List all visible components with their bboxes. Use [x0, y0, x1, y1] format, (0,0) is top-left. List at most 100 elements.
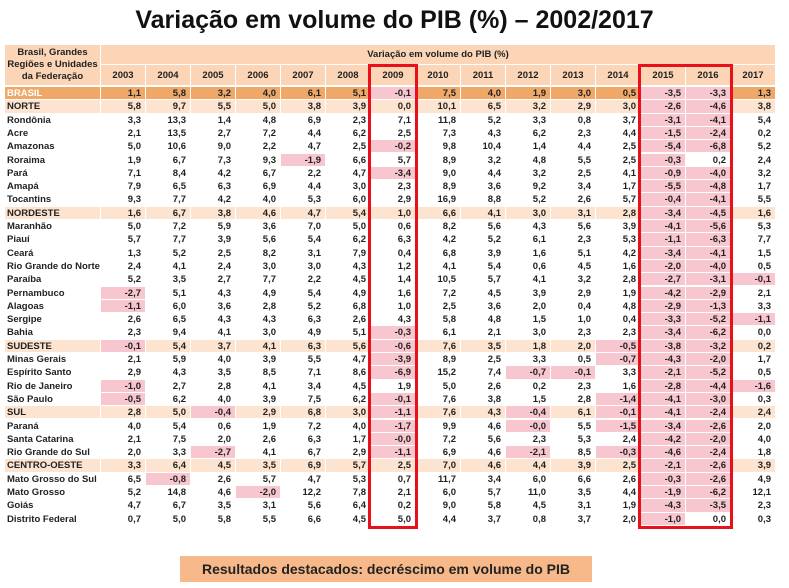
cell: 3,6	[461, 180, 505, 194]
cell: 1,7	[731, 180, 775, 194]
cell: 3,0	[551, 87, 595, 101]
cell: -5,5	[641, 180, 685, 194]
cell: 2,4	[191, 259, 235, 274]
cell: 5,4	[326, 206, 370, 220]
title: Variação em volume do PIB (%) – 2002/201…	[135, 6, 654, 34]
cell: 9,0	[416, 166, 460, 181]
cell: 8,8	[461, 193, 505, 207]
cell: -1,1	[371, 446, 415, 460]
cell: 2,8	[191, 379, 235, 393]
cell: -0,5	[101, 392, 145, 407]
cell: 3,4	[461, 472, 505, 486]
cell: -4,6	[641, 446, 685, 460]
cell: 3,0	[596, 100, 640, 114]
cell: 3,7	[596, 113, 640, 127]
cell: 7,8	[326, 486, 370, 500]
column-header: 2013	[551, 65, 595, 86]
cell: 11,7	[416, 472, 460, 486]
cell: 1,6	[596, 379, 640, 393]
cell: 5,2	[101, 486, 145, 500]
cell: 5,0	[326, 220, 370, 234]
cell: 8,9	[416, 180, 460, 194]
row-label: Pará	[5, 166, 100, 181]
cell: 7,7	[236, 273, 280, 287]
cell: -1,6	[731, 379, 775, 393]
cell: 6,3	[371, 233, 415, 247]
cell: 3,2	[461, 153, 505, 167]
cell: -3,4	[371, 166, 415, 181]
cell: 2,1	[461, 326, 505, 340]
row-label: Acre	[5, 126, 100, 141]
cell: 4,8	[236, 113, 280, 127]
cell: -2,4	[686, 406, 730, 420]
cell: -4,1	[686, 113, 730, 127]
cell: 1,9	[371, 379, 415, 393]
cell: 4,8	[596, 299, 640, 314]
cell: -0,1	[731, 273, 775, 287]
cell: -2,0	[686, 353, 730, 367]
cell: 5,0	[371, 512, 415, 526]
cell: 6,8	[416, 246, 460, 260]
row-label: CENTRO-OESTE	[5, 459, 100, 473]
cell: 3,5	[191, 366, 235, 380]
cell: 4,5	[506, 499, 550, 513]
cell: 2,9	[101, 366, 145, 380]
cell: -4,1	[686, 246, 730, 260]
cell: -4,0	[686, 259, 730, 274]
cell: 1,0	[551, 313, 595, 327]
cell: 2,3	[551, 233, 595, 247]
cell: 5,2	[731, 140, 775, 154]
cell: 0,3	[731, 392, 775, 407]
cell: 10,1	[416, 100, 460, 114]
cell: 3,3	[506, 113, 550, 127]
cell: 1,8	[731, 446, 775, 460]
cell: 3,0	[236, 259, 280, 274]
cell: -3,4	[641, 419, 685, 433]
cell: 2,2	[281, 273, 325, 287]
cell: 9,3	[236, 153, 280, 167]
cell: 5,5	[281, 353, 325, 367]
cell: 4,9	[281, 326, 325, 340]
cell: 4,2	[191, 166, 235, 181]
cell: 4,5	[551, 259, 595, 274]
cell: 5,1	[551, 246, 595, 260]
cell: 6,3	[281, 432, 325, 447]
cell: 3,3	[101, 459, 145, 473]
cell: 9,4	[146, 326, 190, 340]
row-label: Mato Grosso	[5, 486, 100, 500]
cell: 4,4	[506, 459, 550, 473]
cell: 2,0	[101, 446, 145, 460]
cell: 8,5	[236, 366, 280, 380]
cell: -0,7	[506, 366, 550, 380]
cell: 6,2	[326, 392, 370, 407]
cell: 2,9	[236, 406, 280, 420]
cell: 5,0	[101, 220, 145, 234]
cell: 2,9	[326, 446, 370, 460]
cell: -3,2	[686, 339, 730, 353]
cell: 2,4	[101, 259, 145, 274]
cell: -2,6	[641, 100, 685, 114]
cell: 6,3	[191, 180, 235, 194]
cell: 3,1	[236, 499, 280, 513]
cell: 5,0	[101, 140, 145, 154]
cell: 6,2	[146, 392, 190, 407]
cell: 4,4	[596, 126, 640, 141]
cell: 7,2	[236, 126, 280, 141]
cell: -2,4	[686, 446, 730, 460]
cell: 5,7	[596, 193, 640, 207]
cell: -2,9	[686, 286, 730, 300]
cell: -0,9	[641, 166, 685, 181]
cell: 2,6	[461, 379, 505, 393]
cell: 14,8	[146, 486, 190, 500]
cell: 1,0	[371, 299, 415, 314]
cell: 2,5	[596, 459, 640, 473]
cell: 4,8	[461, 313, 505, 327]
cell: -2,6	[686, 459, 730, 473]
cell: 3,3	[506, 353, 550, 367]
cell: 2,8	[551, 392, 595, 407]
cell: 1,3	[731, 87, 775, 101]
row-label: Espírito Santo	[5, 366, 100, 380]
cell: 4,3	[461, 126, 505, 141]
cell: 4,1	[236, 446, 280, 460]
cell: 0,6	[506, 259, 550, 274]
